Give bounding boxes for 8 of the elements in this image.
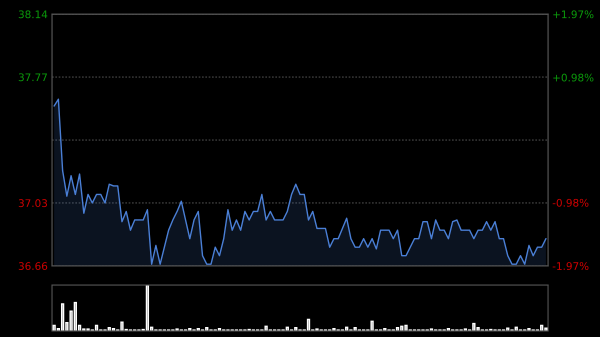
y-tick-label: 37.77 xyxy=(18,73,47,82)
y-tick-label: 38.14 xyxy=(18,10,48,18)
y2-tick-label: +0.98% xyxy=(553,74,594,82)
y2-tick-label: +1.97% xyxy=(553,10,594,18)
y-tick-label: 36.66 xyxy=(18,262,48,270)
y-tick-label: 37.03 xyxy=(18,199,48,208)
y2-tick-label: -1.97% xyxy=(552,262,588,270)
y2-tick-label: -0.98% xyxy=(552,198,588,207)
